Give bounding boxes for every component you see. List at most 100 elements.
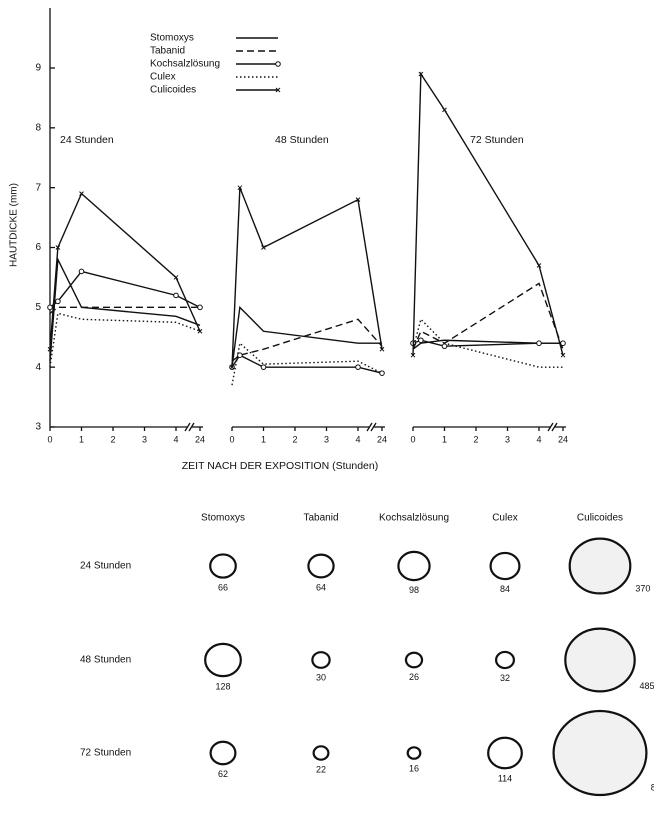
row-label: 24 Stunden (80, 561, 131, 572)
lesion-size: 26 (409, 672, 419, 682)
lesion-outline (397, 550, 431, 582)
point-marker (229, 364, 235, 370)
point-marker (79, 191, 84, 197)
lesion-outline (209, 553, 237, 579)
y-tick-label: 8 (35, 122, 41, 133)
y-tick-label: 4 (35, 362, 41, 373)
point-marker (560, 352, 566, 358)
y-tick-label: 5 (35, 302, 41, 313)
series-line (412, 317, 563, 368)
panel-title: 24 Stunden (60, 134, 114, 146)
lesion-size: 98 (409, 585, 419, 595)
point-marker (197, 328, 203, 334)
legend-label: Stomoxys (150, 33, 194, 44)
series-line (412, 282, 564, 350)
series-line (49, 312, 201, 368)
x-tick-label: 24 (377, 434, 387, 444)
x-tick-label: 24 (195, 434, 205, 444)
point-marker (418, 71, 424, 77)
lesion-outline (307, 553, 335, 579)
lesion-outline (204, 642, 242, 678)
series-line (412, 71, 564, 356)
lesion-outline (312, 745, 330, 761)
point-marker (355, 364, 361, 370)
x-tick-label: 1 (261, 434, 266, 444)
point-marker (536, 340, 542, 347)
x-tick-label: 3 (505, 434, 510, 444)
x-tick-label: 2 (110, 434, 115, 444)
point-marker (55, 298, 61, 305)
point-marker (47, 346, 53, 352)
legend-label: Kochsalzlösung (150, 59, 220, 70)
point-marker (173, 292, 179, 299)
x-tick-label: 3 (142, 434, 147, 444)
lesion-outline (494, 650, 516, 670)
x-tick-label: 4 (536, 434, 541, 444)
y-tick-label: 3 (35, 422, 41, 433)
lesion-outline (406, 746, 422, 760)
lesion-outline (487, 736, 523, 770)
point-marker (536, 263, 542, 268)
axis-break (547, 422, 558, 432)
lesion-outline (209, 740, 237, 766)
lesion-outline (404, 651, 424, 669)
legend-label: Tabanid (150, 46, 185, 57)
column-header: Culicoides (577, 513, 623, 524)
point-marker (410, 352, 416, 358)
x-tick-label: 4 (355, 434, 360, 444)
axis-break (366, 422, 377, 432)
series-line (231, 354, 383, 374)
point-marker (47, 304, 53, 311)
point-marker (261, 245, 266, 250)
x-tick-label: 0 (229, 434, 234, 444)
lesion-size: 128 (215, 681, 230, 691)
row-label: 72 Stunden (80, 748, 131, 759)
panel-title: 72 Stunden (470, 134, 524, 146)
point-marker (55, 245, 61, 250)
point-marker (560, 340, 566, 347)
lesion-size: 30 (316, 673, 326, 683)
point-marker (355, 197, 361, 202)
point-marker (78, 268, 85, 275)
axis-break (184, 422, 195, 432)
x-axis-label: ZEIT NACH DER EXPOSITION (Stunden) (182, 460, 378, 472)
point-marker (173, 275, 179, 280)
x-tick-label: 4 (173, 434, 178, 444)
x-tick-label: 0 (410, 434, 415, 444)
x-tick-label: 1 (79, 434, 84, 444)
column-header: Tabanid (303, 513, 338, 524)
column-header: Stomoxys (201, 513, 245, 524)
lesion-outline (568, 537, 632, 595)
lesion-outline (489, 551, 521, 581)
column-header: Culex (492, 513, 518, 524)
x-tick-label: 3 (324, 434, 329, 444)
point-marker (379, 370, 385, 376)
column-header: Kochsalzlösung (379, 513, 449, 524)
point-marker (441, 343, 448, 350)
lesion-size: 869 (651, 783, 654, 793)
lesion-size: 66 (218, 583, 228, 593)
x-tick-label: 0 (47, 434, 52, 444)
point-marker (260, 364, 267, 370)
lesion-size: 84 (500, 584, 510, 594)
x-tick-label: 1 (442, 434, 447, 444)
y-tick-label: 7 (35, 182, 41, 193)
y-tick-label: 9 (35, 63, 41, 74)
y-axis-label: HAUTDICKE (mm) (9, 183, 20, 267)
lesion-size: 62 (218, 769, 228, 779)
legend-label: Culicoides (150, 85, 196, 96)
legend-marker (275, 87, 281, 93)
lesion-size: 64 (316, 582, 326, 592)
lesion-outline (564, 627, 636, 693)
lesion-size: 485 (640, 681, 654, 691)
panel-title: 48 Stunden (275, 134, 329, 146)
lesion-outline (552, 709, 648, 797)
y-tick-label: 6 (35, 242, 41, 253)
series-line (49, 306, 200, 314)
lesion-size: 16 (409, 763, 419, 773)
series-line (49, 256, 201, 362)
series-line (231, 187, 383, 368)
point-marker (237, 352, 243, 359)
x-tick-label: 2 (473, 434, 478, 444)
